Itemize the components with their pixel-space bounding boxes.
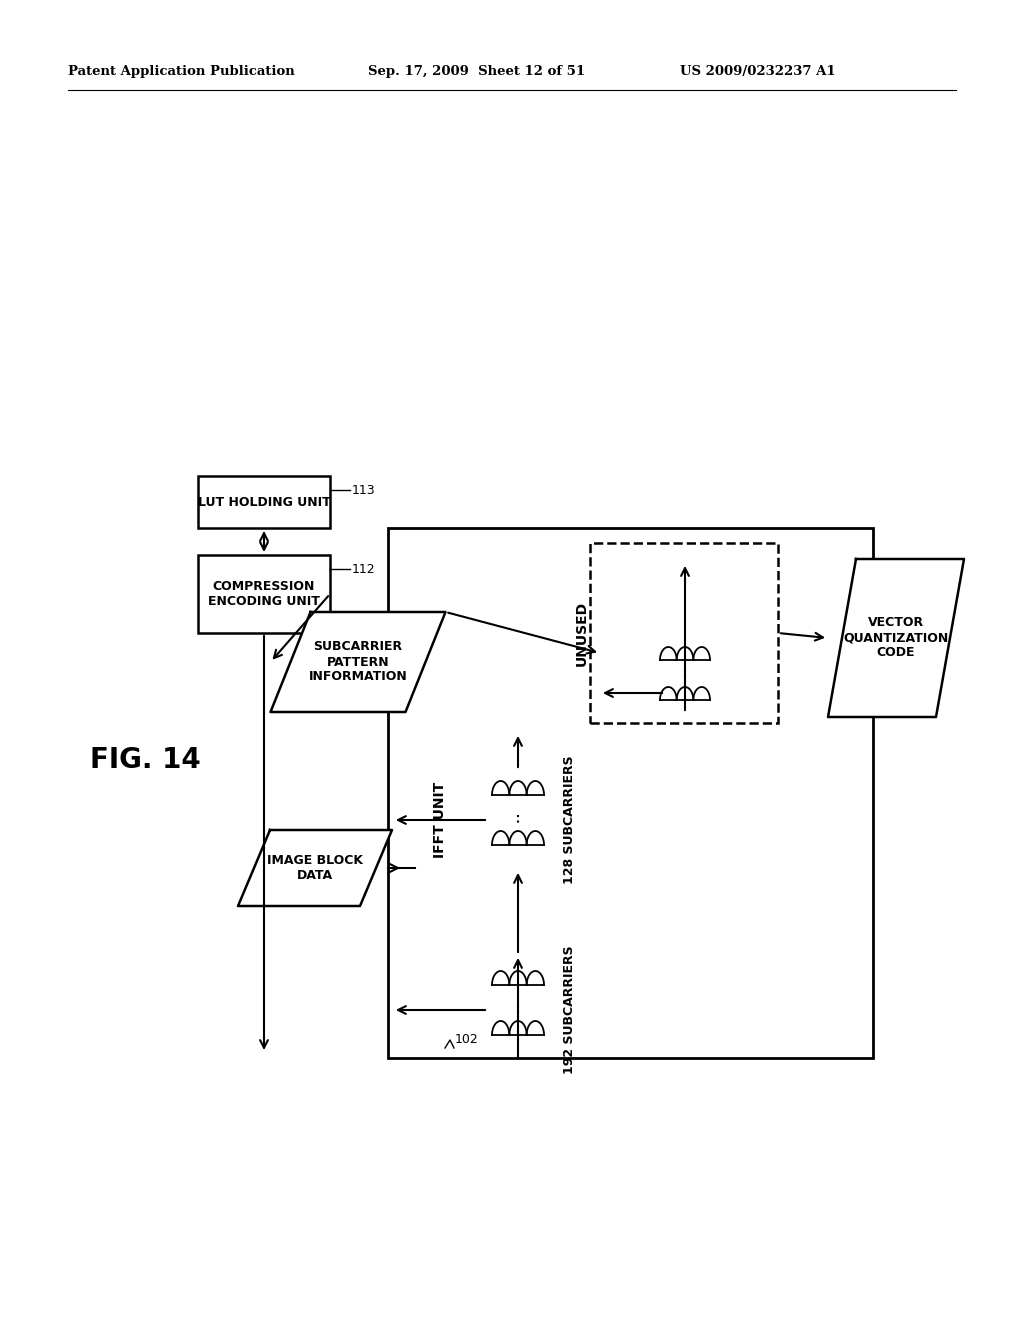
Text: 128 SUBCARRIERS: 128 SUBCARRIERS [563,755,575,884]
Text: 192 SUBCARRIERS: 192 SUBCARRIERS [563,945,575,1074]
Polygon shape [270,612,445,711]
Text: SUBCARRIER
PATTERN
INFORMATION: SUBCARRIER PATTERN INFORMATION [308,640,408,684]
Text: UNUSED: UNUSED [575,601,589,665]
Text: VECTOR
QUANTIZATION
CODE: VECTOR QUANTIZATION CODE [844,616,948,660]
Text: 113: 113 [352,484,376,498]
Text: 102: 102 [455,1034,479,1045]
Text: IMAGE BLOCK
DATA: IMAGE BLOCK DATA [267,854,362,882]
Text: FIG. 14: FIG. 14 [90,746,201,774]
Bar [198,477,330,528]
Bar [590,543,778,723]
Text: COMPRESSION
ENCODING UNIT: COMPRESSION ENCODING UNIT [208,579,319,609]
Text: Patent Application Publication: Patent Application Publication [68,66,295,78]
Bar [388,528,873,1059]
Polygon shape [238,830,392,906]
Text: Sep. 17, 2009  Sheet 12 of 51: Sep. 17, 2009 Sheet 12 of 51 [368,66,585,78]
Bar [198,554,330,634]
Polygon shape [828,558,964,717]
Text: IFFT UNIT: IFFT UNIT [433,781,447,858]
Text: 112: 112 [352,564,376,576]
Text: LUT HOLDING UNIT: LUT HOLDING UNIT [198,495,331,508]
Text: US 2009/0232237 A1: US 2009/0232237 A1 [680,66,836,78]
